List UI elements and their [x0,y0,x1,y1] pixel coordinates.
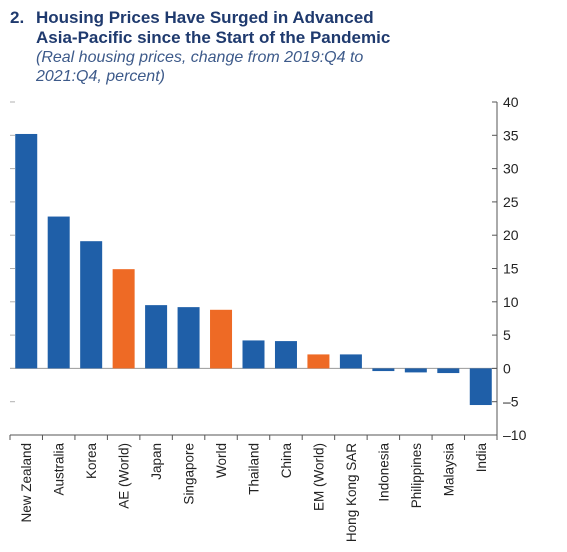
chart-header: 2. Housing Prices Have Surged in Advanced… [10,8,550,86]
y-tick-label: 15 [503,261,519,277]
x-category-label: Hong Kong SAR [344,443,359,542]
x-category-label: Australia [52,443,67,496]
y-axis: –10 –5 0 5 10 15 20 25 30 35 40 [10,94,527,443]
bar [372,368,395,372]
x-axis: New Zealand Australia Korea AE (World) Japan… [9,434,498,542]
y-tick-label: 25 [503,194,519,210]
bar [339,354,362,369]
chart-title-text-1: Housing Prices Have Surged in Advanced [36,8,374,27]
bar [47,216,70,369]
x-category-label: Indonesia [376,443,391,502]
y-tick-label: 30 [503,161,519,177]
bar [210,309,233,369]
y-tick-label: –10 [503,427,527,443]
y-tick-label: 5 [503,327,511,343]
bars-group [10,133,497,406]
chart-title-line-1: 2. Housing Prices Have Surged in Advanced [10,8,550,28]
x-category-label: Korea [84,443,99,480]
chart-subtitle-line-2: 2021:Q4, percent) [36,68,165,85]
bar [145,305,168,369]
bar [15,133,38,369]
x-category-label: Thailand [247,443,262,495]
x-category-label: AE (World) [117,443,132,509]
bar [177,307,200,369]
bar [112,269,135,369]
bar [469,368,492,406]
chart-title-line-2: Asia-Pacific since the Start of the Pand… [36,28,391,47]
bar [307,354,330,369]
y-tick-label: 40 [503,94,519,110]
x-category-label: World [214,443,229,478]
bar [274,341,297,369]
y-tick-label: 20 [503,227,519,243]
bar [404,368,427,373]
y-tick-label: –5 [503,394,519,410]
x-category-label: India [474,443,489,473]
y-tick-label: 35 [503,127,519,143]
x-category-label: Malaysia [441,443,456,497]
x-category-label: Singapore [182,443,197,505]
x-category-label: EM (World) [311,443,326,511]
x-category-label: New Zealand [19,443,34,523]
y-tick-label: 0 [503,360,511,376]
bar [437,368,460,374]
x-category-label: Japan [149,443,164,480]
bar [80,241,103,369]
y-tick-label: 10 [503,294,519,310]
chart-subtitle-line-1: (Real housing prices, change from 2019:Q… [36,49,364,66]
bar [242,340,265,369]
x-category-label: Philippines [409,443,424,509]
chart-number: 2. [10,8,25,27]
x-category-label: China [279,443,294,479]
